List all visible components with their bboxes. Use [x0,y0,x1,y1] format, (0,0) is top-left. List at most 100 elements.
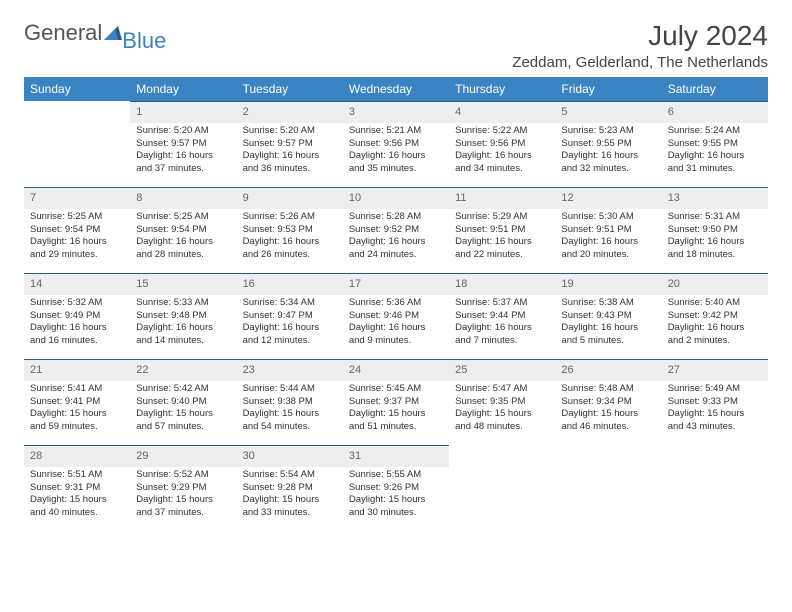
sunset-line: Sunset: 9:35 PM [455,396,549,409]
weekday-header: Friday [555,77,661,101]
title-block: July 2024 Zeddam, Gelderland, The Nether… [512,20,768,71]
weekday-header: Tuesday [237,77,343,101]
daylight-line: Daylight: 15 hours and 46 minutes. [561,408,655,434]
day-details: Sunrise: 5:20 AMSunset: 9:57 PMDaylight:… [237,123,343,180]
sunrise-line: Sunrise: 5:36 AM [349,297,443,310]
calendar-day-cell: 16Sunrise: 5:34 AMSunset: 9:47 PMDayligh… [237,273,343,359]
calendar-day-cell: 6Sunrise: 5:24 AMSunset: 9:55 PMDaylight… [662,101,768,187]
day-number: 2 [237,101,343,123]
day-details: Sunrise: 5:32 AMSunset: 9:49 PMDaylight:… [24,295,130,352]
day-details: Sunrise: 5:55 AMSunset: 9:26 PMDaylight:… [343,467,449,524]
calendar-table: Sunday Monday Tuesday Wednesday Thursday… [24,77,768,535]
weekday-header: Thursday [449,77,555,101]
day-details: Sunrise: 5:25 AMSunset: 9:54 PMDaylight:… [130,209,236,266]
calendar-day-cell: 2Sunrise: 5:20 AMSunset: 9:57 PMDaylight… [237,101,343,187]
location: Zeddam, Gelderland, The Netherlands [512,54,768,71]
day-number: 17 [343,273,449,295]
daylight-line: Daylight: 16 hours and 31 minutes. [668,150,762,176]
sunrise-line: Sunrise: 5:21 AM [349,125,443,138]
calendar-day-cell: 7Sunrise: 5:25 AMSunset: 9:54 PMDaylight… [24,187,130,273]
logo-text-general: General [24,20,102,46]
sunset-line: Sunset: 9:55 PM [668,138,762,151]
day-details: Sunrise: 5:49 AMSunset: 9:33 PMDaylight:… [662,381,768,438]
calendar-day-cell: 4Sunrise: 5:22 AMSunset: 9:56 PMDaylight… [449,101,555,187]
daylight-line: Daylight: 15 hours and 59 minutes. [30,408,124,434]
day-number: 3 [343,101,449,123]
day-number: 10 [343,187,449,209]
day-details: Sunrise: 5:34 AMSunset: 9:47 PMDaylight:… [237,295,343,352]
sunset-line: Sunset: 9:57 PM [243,138,337,151]
daylight-line: Daylight: 16 hours and 2 minutes. [668,322,762,348]
daylight-line: Daylight: 15 hours and 30 minutes. [349,494,443,520]
calendar-day-cell: 13Sunrise: 5:31 AMSunset: 9:50 PMDayligh… [662,187,768,273]
sunrise-line: Sunrise: 5:22 AM [455,125,549,138]
day-details: Sunrise: 5:38 AMSunset: 9:43 PMDaylight:… [555,295,661,352]
calendar-day-cell: 5Sunrise: 5:23 AMSunset: 9:55 PMDaylight… [555,101,661,187]
sunset-line: Sunset: 9:26 PM [349,482,443,495]
calendar-day-cell: 24Sunrise: 5:45 AMSunset: 9:37 PMDayligh… [343,359,449,445]
sunrise-line: Sunrise: 5:44 AM [243,383,337,396]
calendar-day-cell: 10Sunrise: 5:28 AMSunset: 9:52 PMDayligh… [343,187,449,273]
daylight-line: Daylight: 15 hours and 40 minutes. [30,494,124,520]
sunset-line: Sunset: 9:51 PM [455,224,549,237]
calendar-day-cell: 9Sunrise: 5:26 AMSunset: 9:53 PMDaylight… [237,187,343,273]
sunset-line: Sunset: 9:53 PM [243,224,337,237]
day-number: 16 [237,273,343,295]
daylight-line: Daylight: 16 hours and 34 minutes. [455,150,549,176]
day-number: 31 [343,445,449,467]
day-number: 14 [24,273,130,295]
sunrise-line: Sunrise: 5:49 AM [668,383,762,396]
sunrise-line: Sunrise: 5:51 AM [30,469,124,482]
sunrise-line: Sunrise: 5:26 AM [243,211,337,224]
sunset-line: Sunset: 9:48 PM [136,310,230,323]
day-number: 23 [237,359,343,381]
daylight-line: Daylight: 16 hours and 12 minutes. [243,322,337,348]
calendar-day-cell: 14Sunrise: 5:32 AMSunset: 9:49 PMDayligh… [24,273,130,359]
calendar-day-cell: 26Sunrise: 5:48 AMSunset: 9:34 PMDayligh… [555,359,661,445]
weekday-header-row: Sunday Monday Tuesday Wednesday Thursday… [24,77,768,101]
sunrise-line: Sunrise: 5:37 AM [455,297,549,310]
daylight-line: Daylight: 16 hours and 26 minutes. [243,236,337,262]
sunset-line: Sunset: 9:51 PM [561,224,655,237]
sunset-line: Sunset: 9:37 PM [349,396,443,409]
day-number: 29 [130,445,236,467]
daylight-line: Daylight: 16 hours and 16 minutes. [30,322,124,348]
daylight-line: Daylight: 15 hours and 37 minutes. [136,494,230,520]
sunset-line: Sunset: 9:50 PM [668,224,762,237]
day-details: Sunrise: 5:40 AMSunset: 9:42 PMDaylight:… [662,295,768,352]
day-details: Sunrise: 5:52 AMSunset: 9:29 PMDaylight:… [130,467,236,524]
day-number: 8 [130,187,236,209]
weekday-header: Monday [130,77,236,101]
sunset-line: Sunset: 9:56 PM [455,138,549,151]
sunrise-line: Sunrise: 5:23 AM [561,125,655,138]
month-title: July 2024 [512,20,768,52]
day-number: 12 [555,187,661,209]
daylight-line: Daylight: 16 hours and 9 minutes. [349,322,443,348]
calendar-week-row: 7Sunrise: 5:25 AMSunset: 9:54 PMDaylight… [24,187,768,273]
sunrise-line: Sunrise: 5:55 AM [349,469,443,482]
daylight-line: Daylight: 16 hours and 32 minutes. [561,150,655,176]
sunset-line: Sunset: 9:44 PM [455,310,549,323]
logo: General Blue [24,20,168,46]
day-details: Sunrise: 5:22 AMSunset: 9:56 PMDaylight:… [449,123,555,180]
day-details: Sunrise: 5:47 AMSunset: 9:35 PMDaylight:… [449,381,555,438]
calendar-day-cell: 15Sunrise: 5:33 AMSunset: 9:48 PMDayligh… [130,273,236,359]
day-number: 24 [343,359,449,381]
daylight-line: Daylight: 15 hours and 57 minutes. [136,408,230,434]
sunrise-line: Sunrise: 5:20 AM [136,125,230,138]
calendar-day-cell: 22Sunrise: 5:42 AMSunset: 9:40 PMDayligh… [130,359,236,445]
sunset-line: Sunset: 9:46 PM [349,310,443,323]
daylight-line: Daylight: 16 hours and 5 minutes. [561,322,655,348]
calendar-week-row: 1Sunrise: 5:20 AMSunset: 9:57 PMDaylight… [24,101,768,187]
sunrise-line: Sunrise: 5:20 AM [243,125,337,138]
day-number: 4 [449,101,555,123]
sunrise-line: Sunrise: 5:38 AM [561,297,655,310]
daylight-line: Daylight: 15 hours and 43 minutes. [668,408,762,434]
day-details: Sunrise: 5:20 AMSunset: 9:57 PMDaylight:… [130,123,236,180]
sunrise-line: Sunrise: 5:34 AM [243,297,337,310]
day-details: Sunrise: 5:23 AMSunset: 9:55 PMDaylight:… [555,123,661,180]
day-number: 5 [555,101,661,123]
sunset-line: Sunset: 9:49 PM [30,310,124,323]
sunset-line: Sunset: 9:56 PM [349,138,443,151]
day-details: Sunrise: 5:36 AMSunset: 9:46 PMDaylight:… [343,295,449,352]
